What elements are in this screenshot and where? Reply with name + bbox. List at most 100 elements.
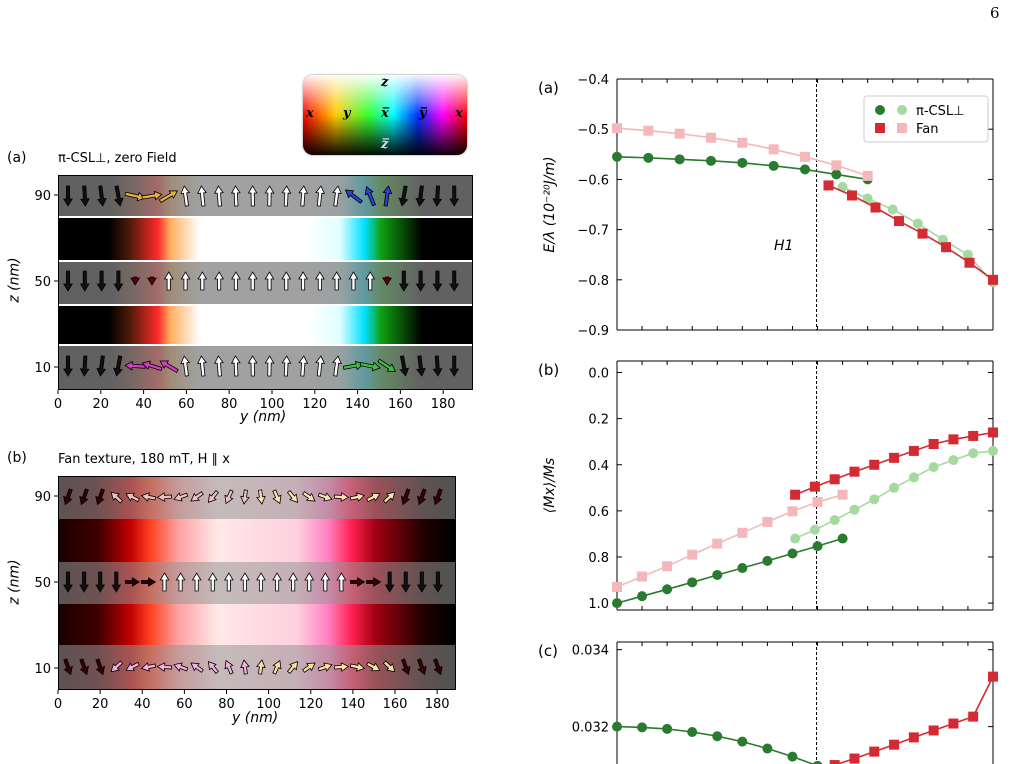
chart-b-csl-meta-point-8 (948, 455, 959, 466)
arrows-a-row1-arrow-9 (214, 271, 225, 291)
arrows-b-row2-arrow-2 (95, 658, 105, 676)
arrows-b-row1-arrow-7-shape (175, 572, 186, 592)
arrows-b-row0-arrow-2 (95, 488, 105, 506)
arrows-a-row1-arrow-18-shape (365, 271, 376, 291)
panel_a-xtick-label-1: 20 (93, 397, 110, 412)
chart-c-csl-point-4 (712, 731, 723, 742)
panel-b-tag: (b) (7, 450, 27, 466)
arrows-b-row2-arrow-3 (110, 660, 124, 673)
chart-c-csl-point-6 (762, 743, 773, 754)
chart-a-fan-stable-point-4 (917, 228, 928, 239)
arrows-a-row1-arrow-2-shape (96, 270, 107, 292)
arrows-b-row1-arrow-22-shape (416, 571, 427, 593)
panel_a-xtick-label-4: 80 (221, 397, 238, 412)
chart-1-ytick-label-4: 0.8 (588, 551, 609, 566)
arrows-a-row2-arrow-2 (96, 355, 107, 377)
arrows-b-row2-arrow-13-shape (272, 659, 282, 675)
chart-b-fan-stable-point-10 (988, 427, 998, 438)
arrows-a-row2-arrow-7-shape (180, 355, 191, 377)
wheel-label-x-right: x (455, 106, 463, 121)
chart-a-csl-stable-point-4 (737, 157, 748, 168)
arrows-a-row1-arrow-22-shape (432, 270, 443, 292)
arrows-b-row1-arrow-13-shape (272, 572, 282, 592)
panel-b-axes: 0 20 40 60 80 100 120 140 160 180 90 50 10 (34, 490, 449, 712)
chart-a-csl-stable-point-7 (831, 169, 842, 180)
arrows-b-row1-arrow-17 (336, 572, 347, 592)
arrows-a-row2-arrow-9-shape (214, 355, 224, 377)
chart-b-csl-meta-point-9 (968, 448, 979, 459)
panel-b-xlabel: y (nm) (232, 710, 279, 726)
arrows-a-row2-arrow-5-shape (141, 360, 163, 371)
arrows-a-row2-arrow-7 (180, 355, 191, 377)
chart-c-fan-point-5 (889, 739, 900, 750)
wheel-label-zbar: z̅ (381, 137, 389, 152)
chart-a-fan-stable-point-7 (988, 274, 998, 285)
arrows-a-row0-arrow-23-shape (449, 185, 460, 207)
arrows-b-row1-arrow-6-shape (159, 572, 170, 592)
arrows-b-row1-arrow-6 (159, 572, 170, 592)
arrows-a-row2-arrow-6 (159, 360, 179, 373)
panel-a-axes: 0 20 40 60 80 100 120 140 160 180 90 50 10 (34, 189, 455, 412)
arrows-a-row0-arrow-19-shape (382, 185, 393, 207)
arrows-b-row0-arrow-14-shape (286, 489, 299, 504)
legend-csl-light-marker (897, 105, 907, 115)
arrows-b-row2-arrow-23 (433, 658, 443, 676)
chart-c-csl-point-7 (787, 751, 798, 762)
chart-0-tag: (a) (538, 79, 559, 97)
wheel-label-y: y (343, 106, 351, 121)
arrows-a-row0-arrow-14-shape (298, 185, 309, 207)
arrows-b-row2-arrow-1 (79, 658, 89, 676)
arrows-b-row1-arrow-1 (79, 571, 89, 593)
panel-a-xlabel: y (nm) (240, 409, 287, 425)
arrows-a-row1-arrow-21 (415, 270, 426, 292)
arrows-a-row2-arrow-1-shape (79, 355, 90, 377)
chart-b-csl-meta-point-4 (869, 494, 880, 505)
arrows-a-row1-arrow-3 (113, 270, 124, 292)
chart-a-csl-meta-point-4 (937, 234, 948, 245)
color-wheel-legend: z x y x̅ y̅ x z̅ (303, 75, 467, 155)
arrows-a-row0-arrow-16 (332, 185, 342, 207)
arrows-a-row0-arrow-4 (124, 191, 146, 202)
arrows-b-row1-arrow-21 (400, 571, 411, 593)
arrows-b-row1-arrow-9-shape (207, 572, 218, 592)
arrows-b-row1-arrow-9 (207, 572, 218, 592)
arrows-b-row2-arrow-18-shape (349, 662, 366, 672)
arrows-b-row2-arrow-15-shape (302, 662, 316, 673)
arrows-b-row2-arrow-16 (317, 662, 333, 672)
arrows-a-row0-arrow-19 (382, 185, 393, 207)
arrows-b-row0-arrow-4 (125, 492, 140, 503)
arrows-a-row1-arrow-22 (432, 270, 443, 292)
arrows-b-row1-arrow-23-shape (433, 571, 443, 593)
arrows-a-row0-arrow-5-shape (141, 190, 163, 201)
arrows-b-row2-arrow-20-shape (382, 660, 396, 673)
arrows-b-row1-arrow-1-shape (79, 571, 89, 593)
arrows-a-row0-arrow-13-shape (281, 185, 292, 207)
chart-c-fan-line (835, 676, 994, 764)
chart-b-fan-meta-point-5 (737, 527, 748, 538)
arrows-a-row2-arrow-1 (79, 355, 90, 377)
arrows-a-row1-arrow-7 (180, 271, 191, 291)
arrows-a-row1-arrow-19 (382, 276, 392, 286)
chart-b-csl-meta-point-2 (829, 515, 840, 526)
chart-b-csl-stable-point-5 (737, 563, 748, 574)
arrows-a-row0-arrow-3 (114, 185, 124, 207)
chart-b-csl-meta-point-5 (889, 482, 900, 493)
chart-b-csl-stable-point-8 (812, 541, 823, 552)
arrows-a-row0-arrow-12-shape (264, 185, 275, 207)
arrows-b-row2-arrow-5-shape (140, 662, 157, 672)
arrows-a-row2-arrow-2-shape (96, 355, 107, 377)
panel_b-xtick-label-0: 0 (54, 697, 62, 712)
arrows-b-row2-arrow-12-shape (256, 659, 266, 675)
arrows-a-row0-arrow-22 (432, 185, 443, 207)
arrows-b-row0-arrow-0-shape (63, 488, 73, 506)
chart-a-csl-stable-point-3 (706, 155, 716, 166)
chart-1-tag: (b) (538, 361, 559, 379)
arrows-a-row0-arrow-16-shape (332, 185, 342, 207)
arrows-b-row2-arrow-7 (173, 662, 189, 672)
arrows-a-row0-arrow-7-shape (180, 185, 191, 207)
chart-a-fan-meta-point-5 (768, 144, 779, 155)
arrows-b-row0-arrow-23 (433, 488, 443, 506)
arrows-a-row1-arrow-13-shape (281, 271, 292, 291)
arrows-b-row0-arrow-13 (272, 489, 282, 505)
chart-a-fan-meta-point-3 (706, 132, 716, 143)
